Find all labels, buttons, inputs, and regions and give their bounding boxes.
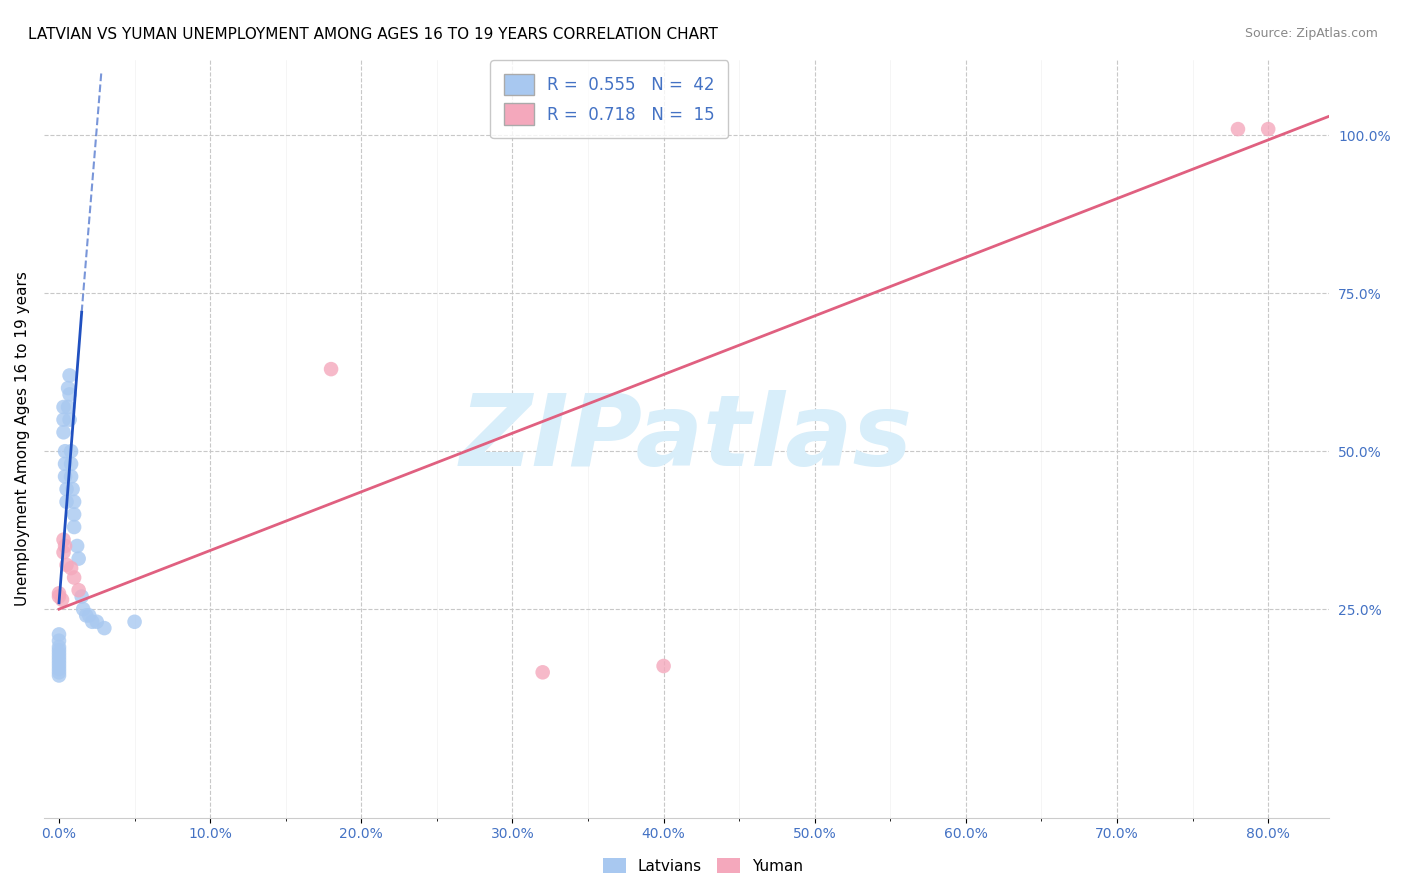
Point — [56, 400, 79, 414]
Point — [56, 381, 79, 395]
Point — [48, 590, 70, 604]
Point — [53, 457, 76, 471]
Point — [55, 495, 77, 509]
Point — [60, 561, 83, 575]
Point — [48, 656, 70, 670]
Point — [48, 659, 70, 673]
Point — [1226, 122, 1249, 136]
Point — [531, 665, 554, 680]
Point — [66, 539, 89, 553]
Point — [48, 646, 70, 660]
Point — [48, 662, 70, 676]
Point — [48, 665, 70, 680]
Point — [60, 469, 83, 483]
Legend: Latvians, Yuman: Latvians, Yuman — [596, 852, 810, 880]
Point — [63, 520, 86, 534]
Point — [60, 457, 83, 471]
Point — [51, 592, 73, 607]
Point — [52, 400, 75, 414]
Point — [63, 570, 86, 584]
Text: ZIPatlas: ZIPatlas — [460, 390, 912, 487]
Point — [75, 608, 97, 623]
Legend: R =  0.555   N =  42, R =  0.718   N =  15: R = 0.555 N = 42, R = 0.718 N = 15 — [491, 61, 728, 138]
Point — [86, 615, 108, 629]
Point — [1257, 122, 1279, 136]
Point — [62, 482, 84, 496]
Point — [58, 368, 80, 383]
Point — [53, 469, 76, 483]
Point — [55, 482, 77, 496]
Point — [63, 508, 86, 522]
Point — [60, 444, 83, 458]
Point — [124, 615, 146, 629]
Point — [52, 412, 75, 426]
Point — [48, 649, 70, 664]
Point — [48, 653, 70, 667]
Point — [52, 545, 75, 559]
Point — [48, 643, 70, 657]
Point — [77, 608, 100, 623]
Y-axis label: Unemployment Among Ages 16 to 19 years: Unemployment Among Ages 16 to 19 years — [15, 271, 30, 606]
Point — [70, 590, 93, 604]
Point — [52, 533, 75, 547]
Point — [58, 412, 80, 426]
Text: Source: ZipAtlas.com: Source: ZipAtlas.com — [1244, 27, 1378, 40]
Point — [48, 633, 70, 648]
Point — [82, 615, 104, 629]
Point — [67, 551, 90, 566]
Point — [53, 539, 76, 553]
Point — [319, 362, 342, 376]
Point — [55, 558, 77, 572]
Point — [53, 444, 76, 458]
Point — [72, 602, 94, 616]
Point — [652, 659, 675, 673]
Point — [48, 640, 70, 654]
Point — [58, 387, 80, 401]
Text: LATVIAN VS YUMAN UNEMPLOYMENT AMONG AGES 16 TO 19 YEARS CORRELATION CHART: LATVIAN VS YUMAN UNEMPLOYMENT AMONG AGES… — [28, 27, 718, 42]
Point — [48, 627, 70, 641]
Point — [48, 668, 70, 682]
Point — [52, 425, 75, 440]
Point — [67, 583, 90, 598]
Point — [93, 621, 115, 635]
Point — [63, 495, 86, 509]
Point — [48, 586, 70, 600]
